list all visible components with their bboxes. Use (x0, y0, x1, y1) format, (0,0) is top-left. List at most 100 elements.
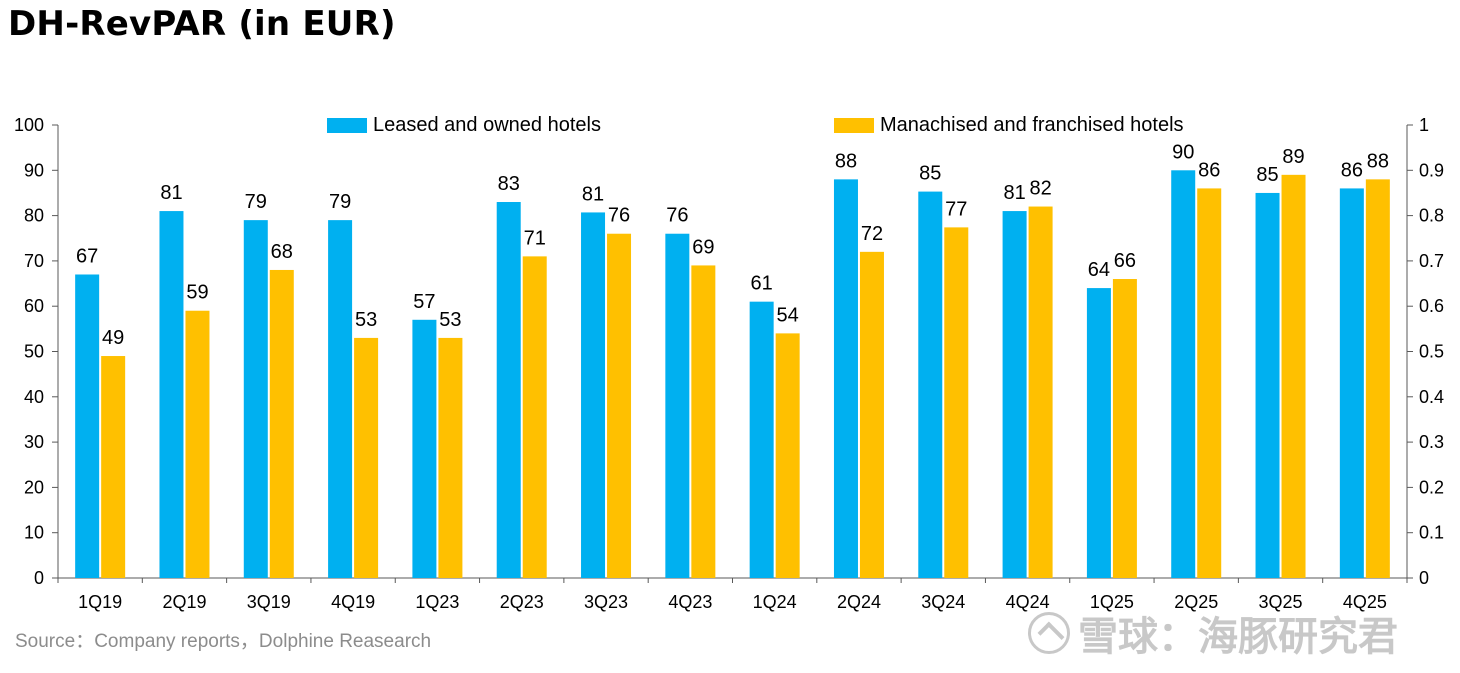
legend-swatch-leased (327, 118, 367, 133)
bar-leased (243, 220, 268, 578)
data-label: 71 (524, 227, 546, 249)
bar-managed (691, 265, 716, 578)
y-right-tick-label: 0.6 (1419, 296, 1444, 316)
bar-managed (1281, 174, 1306, 578)
y-left-tick-label: 30 (24, 432, 44, 452)
data-label: 89 (1282, 146, 1304, 168)
y-left-tick-label: 80 (24, 206, 44, 226)
y-left-tick-label: 70 (24, 251, 44, 271)
bar-managed (1112, 279, 1137, 578)
x-tick-label: 4Q23 (668, 592, 712, 612)
bar-managed (354, 337, 379, 578)
data-label: 49 (102, 327, 124, 349)
x-tick-label: 2Q25 (1174, 592, 1218, 612)
bar-leased (918, 191, 943, 578)
legend-item-managed: Manachised and franchised hotels (834, 114, 1184, 137)
bar-leased (1339, 188, 1364, 579)
brand-text: 雪球：海豚研究君 (1078, 614, 1398, 660)
bar-leased (496, 202, 521, 578)
bar-managed (1365, 179, 1390, 579)
data-label: 81 (1003, 182, 1025, 204)
dolphin-logo-icon (1028, 612, 1070, 654)
data-label: 85 (919, 163, 941, 185)
bar-leased (1086, 288, 1111, 578)
bar-leased (581, 212, 606, 578)
y-right-tick-label: 0.5 (1419, 342, 1444, 362)
data-label: 90 (1172, 141, 1194, 163)
y-right-tick-label: 0.8 (1419, 206, 1444, 226)
y-left-tick-label: 0 (34, 568, 44, 588)
chart-title: DH-RevPAR (in EUR) (8, 4, 396, 44)
data-label: 82 (1029, 178, 1051, 200)
bar-managed (944, 227, 969, 579)
data-label: 67 (76, 245, 98, 267)
data-label: 77 (945, 198, 967, 220)
y-left-tick-label: 50 (24, 342, 44, 362)
y-right-tick-label: 0.4 (1419, 387, 1444, 407)
y-right-tick-label: 0.1 (1419, 523, 1444, 543)
legend-item-leased: Leased and owned hotels (327, 114, 601, 137)
x-tick-label: 3Q25 (1259, 592, 1303, 612)
bar-managed (775, 333, 800, 578)
data-label: 68 (271, 241, 293, 263)
x-tick-label: 4Q24 (1006, 592, 1050, 612)
y-right-tick-label: 0 (1419, 568, 1429, 588)
y-left-tick-label: 60 (24, 296, 44, 316)
y-left-tick-label: 20 (24, 477, 44, 497)
data-label: 64 (1088, 259, 1110, 281)
legend-swatch-managed (834, 118, 874, 133)
data-label: 53 (439, 309, 461, 331)
x-tick-label: 2Q24 (837, 592, 881, 612)
bar-managed (607, 233, 632, 578)
y-left-tick-label: 10 (24, 523, 44, 543)
bar-managed (522, 256, 547, 578)
legend-label-managed: Manachised and franchised hotels (880, 114, 1184, 136)
data-label: 76 (608, 205, 630, 227)
bar-leased (1002, 211, 1027, 578)
data-label: 86 (1198, 159, 1220, 181)
data-label: 66 (1114, 250, 1136, 272)
x-tick-label: 1Q25 (1090, 592, 1134, 612)
x-tick-label: 4Q19 (331, 592, 375, 612)
data-label: 81 (582, 183, 604, 205)
x-tick-label: 3Q23 (584, 592, 628, 612)
data-label: 53 (355, 309, 377, 331)
x-tick-label: 2Q19 (162, 592, 206, 612)
brand-watermark: 雪球：海豚研究君 (1028, 604, 1398, 662)
y-left-tick-label: 40 (24, 387, 44, 407)
x-tick-label: 1Q23 (415, 592, 459, 612)
y-left-tick-label: 100 (14, 115, 44, 135)
data-label: 72 (861, 223, 883, 245)
bar-managed (185, 310, 210, 578)
source-note: Source：Company reports，Dolphine Reasearc… (15, 631, 432, 652)
y-right-tick-label: 0.9 (1419, 160, 1444, 180)
y-right-tick-label: 0.7 (1419, 251, 1444, 271)
data-label: 69 (692, 236, 714, 258)
data-label: 88 (1367, 150, 1389, 172)
y-right-tick-label: 1 (1419, 115, 1429, 135)
bar-leased (833, 179, 858, 579)
data-label: 79 (329, 191, 351, 213)
data-label: 54 (777, 304, 799, 326)
bar-managed (859, 251, 884, 578)
data-label: 57 (413, 291, 435, 313)
legend-label-leased: Leased and owned hotels (373, 114, 601, 136)
bar-leased (1255, 192, 1280, 578)
data-label: 79 (245, 191, 267, 213)
data-label: 81 (160, 182, 182, 204)
bar-leased (749, 301, 774, 578)
bar-leased (1171, 170, 1196, 579)
y-right-tick-label: 0.3 (1419, 432, 1444, 452)
data-label: 85 (1256, 164, 1278, 186)
y-right-tick-label: 0.2 (1419, 477, 1444, 497)
bar-leased (665, 233, 690, 578)
bar-leased (159, 211, 184, 578)
bar-managed (101, 356, 126, 578)
x-tick-label: 1Q19 (78, 592, 122, 612)
data-label: 88 (835, 150, 857, 172)
y-left-tick-label: 90 (24, 160, 44, 180)
x-tick-label: 2Q23 (500, 592, 544, 612)
x-tick-label: 3Q19 (247, 592, 291, 612)
